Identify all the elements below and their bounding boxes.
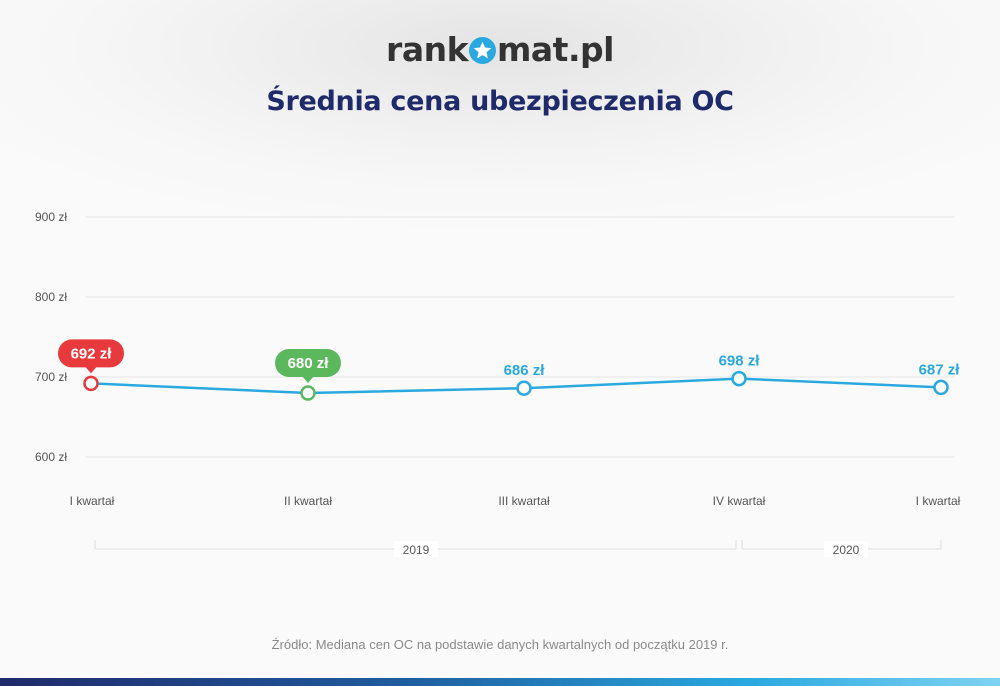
logo-text-start: rank [386,30,469,69]
logo-text-end: mat.pl [497,30,614,69]
y-tick-label: 900 zł [35,210,67,224]
badge-pointer [302,376,314,383]
data-label: 687 zł [919,361,961,378]
star-icon [469,37,497,64]
x-tick-label: III kwartał [498,494,550,508]
data-label: 698 zł [719,353,761,370]
y-tick-label: 600 zł [35,450,67,464]
x-tick-label: II kwartał [284,494,332,508]
data-label-badge [58,339,124,368]
bottom-gradient-bar [0,678,1000,686]
x-tick-label: I kwartał [70,494,115,508]
y-tick-label: 800 zł [35,290,67,304]
x-tick-label: IV kwartał [713,494,766,508]
year-label-bg [394,541,438,557]
x-tick-label: I kwartał [916,494,961,508]
data-point [933,379,949,396]
y-tick-label: 700 zł [35,370,67,384]
data-point [516,380,532,396]
data-label: 692 zł [71,345,113,362]
year-label-bg [824,541,868,557]
year-label: 2019 [403,543,430,557]
data-point [300,385,316,401]
chart-title: Średnia cena ubezpieczenia OC [266,86,734,117]
data-label-badge [275,349,341,377]
year-label: 2020 [833,543,860,557]
data-point [731,370,747,387]
badge-pointer [85,366,97,374]
source-note: Źródło: Mediana cen OC na podstawie dany… [271,637,729,652]
series-line [90,377,942,395]
data-label: 680 zł [288,355,330,372]
rankomat-logo: rank mat.pl [0,30,1000,69]
data-point [83,375,99,392]
data-label: 686 zł [504,362,546,379]
